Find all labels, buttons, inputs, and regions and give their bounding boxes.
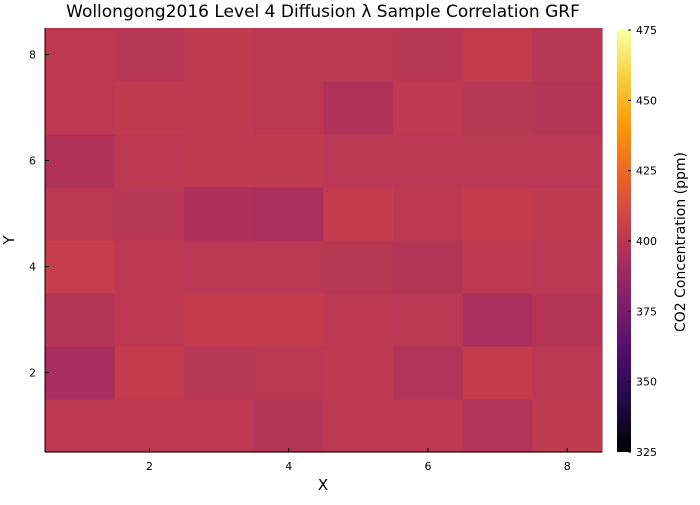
- colorbar-label: CO2 Concentration (ppm): [673, 152, 689, 332]
- heatmap-cell: [114, 293, 185, 347]
- heatmap-cell: [253, 293, 325, 347]
- heatmap-cell: [45, 187, 116, 241]
- heatmap-cell: [323, 399, 394, 453]
- heatmap-cell: [393, 399, 464, 453]
- colorbar-tick-label: 425: [636, 165, 657, 178]
- heatmap-cell: [532, 346, 603, 400]
- heatmap-cell: [393, 134, 464, 188]
- heatmap-cell: [393, 187, 464, 241]
- heatmap-cell: [393, 293, 464, 347]
- heatmap-cell: [393, 81, 464, 135]
- heatmap-cell: [323, 346, 394, 400]
- heatmap-cell: [114, 187, 185, 241]
- x-tick-label: 8: [564, 460, 571, 473]
- heatmap-cell: [45, 134, 116, 188]
- y-axis-label: Y: [0, 235, 18, 246]
- heatmap-cell: [462, 28, 533, 82]
- colorbar: [617, 30, 631, 452]
- heatmap-cell: [393, 346, 464, 400]
- heatmap-cell: [114, 81, 185, 135]
- heatmap-cell: [253, 346, 325, 400]
- heatmap-cell: [462, 134, 533, 188]
- colorbar-tick-label: 375: [636, 305, 657, 318]
- heatmap-cell: [253, 81, 325, 135]
- heatmap-cell: [114, 399, 185, 453]
- x-ticks: 2 4 6 8: [146, 448, 571, 473]
- heatmap-cell: [532, 187, 603, 241]
- heatmap-cell: [253, 134, 325, 188]
- heatmap-cell: [45, 293, 116, 347]
- colorbar-ticks: 325 350 375 400 425 450 475: [628, 24, 657, 459]
- chart-title: Wollongong2016 Level 4 Diffusion λ Sampl…: [66, 2, 580, 22]
- x-tick-label: 4: [285, 460, 292, 473]
- heatmap-cell: [45, 81, 116, 135]
- heatmap-cell: [114, 134, 185, 188]
- heatmap-cell: [184, 346, 255, 400]
- heatmap-cell: [114, 346, 185, 400]
- colorbar-tick-label: 450: [636, 94, 657, 107]
- heatmap-cell: [462, 240, 533, 294]
- heatmap-cell: [323, 81, 394, 135]
- heatmap-cell: [45, 28, 116, 82]
- heatmap-cell: [114, 240, 185, 294]
- heatmap-cell: [532, 81, 603, 135]
- heatmap-cell: [253, 240, 325, 294]
- heatmap-cell: [323, 134, 394, 188]
- colorbar-tick-label: 350: [636, 376, 657, 389]
- heatmap-cell: [184, 187, 255, 241]
- heatmap-cells: [45, 28, 603, 453]
- x-axis-label: X: [318, 476, 328, 494]
- heatmap-cell: [253, 28, 325, 82]
- heatmap-cell: [532, 399, 603, 453]
- y-tick-label: 8: [29, 49, 36, 62]
- heatmap-cell: [45, 240, 116, 294]
- y-tick-label: 6: [29, 155, 36, 168]
- y-tick-label: 2: [29, 367, 36, 380]
- heatmap-cell: [532, 28, 603, 82]
- heatmap-cell: [45, 399, 116, 453]
- colorbar-tick-label: 475: [636, 24, 657, 37]
- heatmap-cell: [462, 81, 533, 135]
- heatmap-cell: [462, 346, 533, 400]
- heatmap-cell: [532, 240, 603, 294]
- colorbar-tick-label: 325: [636, 446, 657, 459]
- heatmap-cell: [45, 346, 116, 400]
- heatmap-cell: [253, 187, 325, 241]
- heatmap-cell: [532, 293, 603, 347]
- x-tick-label: 6: [424, 460, 431, 473]
- heatmap-cell: [114, 28, 185, 82]
- x-tick-label: 2: [146, 460, 153, 473]
- colorbar-tick-label: 400: [636, 235, 657, 248]
- y-ticks: 2 4 6 8: [29, 49, 49, 380]
- heatmap-cell: [323, 187, 394, 241]
- heatmap-cell: [462, 399, 533, 453]
- heatmap-cell: [462, 187, 533, 241]
- heatmap-cell: [184, 134, 255, 188]
- heatmap-cell: [184, 81, 255, 135]
- heatmap-cell: [323, 240, 394, 294]
- heatmap-cell: [532, 134, 603, 188]
- y-tick-label: 4: [29, 261, 36, 274]
- heatmap-cell: [323, 293, 394, 347]
- heatmap-cell: [323, 28, 394, 82]
- heatmap-cell: [393, 28, 464, 82]
- heatmap-cell: [184, 399, 255, 453]
- heatmap-cell: [253, 399, 325, 453]
- heatmap-cell: [184, 240, 255, 294]
- heatmap-cell: [184, 293, 255, 347]
- heatmap-cell: [393, 240, 464, 294]
- heatmap-cell: [462, 293, 533, 347]
- heatmap-cell: [184, 28, 255, 82]
